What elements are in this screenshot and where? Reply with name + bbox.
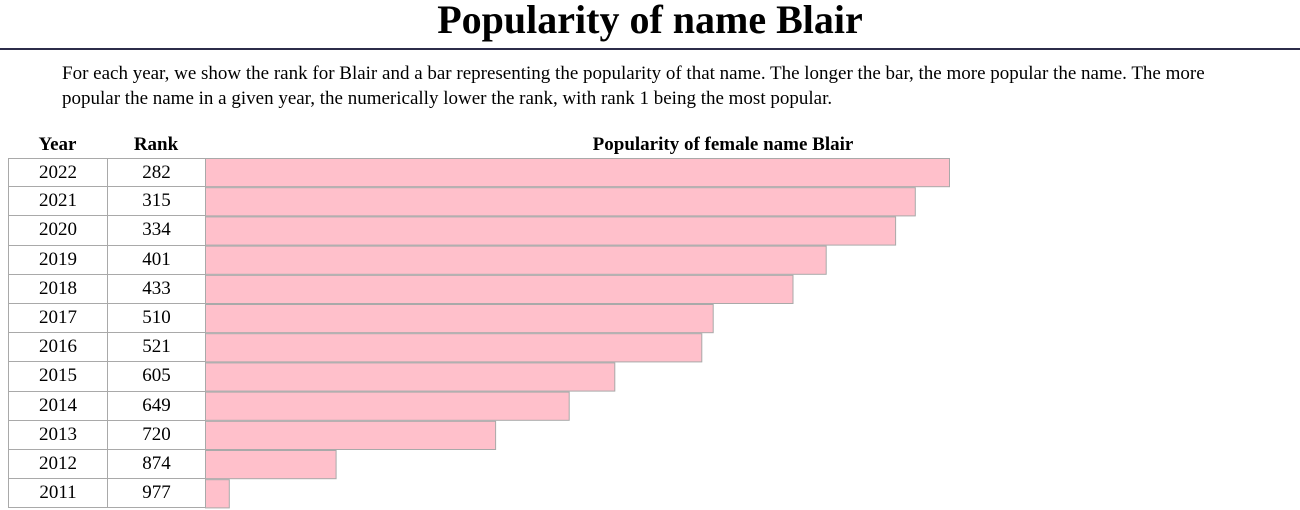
rank-cell: 334: [108, 216, 206, 245]
year-cell: 2017: [9, 303, 108, 333]
rank-cell: 649: [108, 391, 206, 420]
year-cell: 2013: [9, 420, 108, 449]
table-row: 2012 874: [9, 449, 206, 480]
year-cell: 2016: [9, 333, 108, 362]
rank-table: 2022 282 2021 315 2020 334 2019 401 2018 433 2017 5…: [8, 158, 206, 509]
popularity-bar: [205, 158, 950, 188]
popularity-bar: [205, 304, 714, 334]
rank-cell: 282: [108, 159, 206, 187]
rank-cell: 720: [108, 420, 206, 449]
popularity-bar: [205, 245, 827, 275]
table-row: 2013 720: [9, 420, 206, 450]
year-cell: 2020: [9, 216, 108, 245]
year-cell: 2015: [9, 362, 108, 391]
popularity-bar: [205, 450, 337, 480]
year-column-header: Year: [38, 134, 77, 155]
popularity-bar: [205, 391, 570, 421]
page-title: Popularity of name Blair: [437, 0, 863, 42]
popularity-bar-chart: [205, 158, 950, 509]
popularity-bar: [205, 362, 616, 392]
table-row: 2011 977: [9, 479, 206, 509]
popularity-bar: [205, 187, 916, 217]
table-row: 2015 605: [9, 362, 206, 392]
rank-cell: 605: [108, 362, 206, 391]
year-cell: 2012: [9, 449, 108, 479]
year-cell: 2011: [9, 479, 108, 508]
popularity-bar: [205, 333, 703, 363]
table-row: 2017 510: [9, 303, 206, 334]
table-row: 2019 401: [9, 245, 206, 275]
table-row: 2021 315: [9, 187, 206, 217]
table-row: 2014 649: [9, 391, 206, 421]
rank-cell: 315: [108, 187, 206, 216]
year-cell: 2018: [9, 274, 108, 303]
chart-column-header: Popularity of female name Blair: [592, 134, 854, 155]
rank-cell: 874: [108, 449, 206, 479]
popularity-bar: [205, 274, 794, 305]
table-row: 2018 433: [9, 274, 206, 304]
rank-cell: 510: [108, 303, 206, 333]
year-cell: 2014: [9, 391, 108, 420]
rank-cell: 521: [108, 333, 206, 362]
table-row: 2022 282: [9, 158, 206, 188]
rank-column-header: Rank: [133, 134, 179, 155]
popularity-bar: [205, 420, 497, 450]
year-cell: 2021: [9, 187, 108, 216]
popularity-bar: [205, 479, 230, 509]
rank-cell: 401: [108, 245, 206, 274]
year-cell: 2019: [9, 245, 108, 274]
title-divider: [0, 48, 1300, 50]
rank-cell: 433: [108, 274, 206, 303]
rank-cell: 977: [108, 479, 206, 508]
popularity-bar: [205, 216, 897, 246]
table-row: 2016 521: [9, 333, 206, 363]
table-row: 2020 334: [9, 216, 206, 246]
intro-paragraph: For each year, we show the rank for Blai…: [62, 63, 1205, 109]
year-cell: 2022: [9, 159, 108, 187]
